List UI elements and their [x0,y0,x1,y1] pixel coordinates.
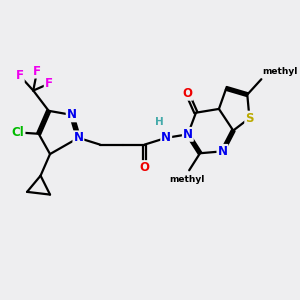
Text: N: N [74,131,83,144]
Text: N: N [67,108,76,122]
Text: O: O [182,87,192,100]
Text: F: F [33,64,41,78]
Text: O: O [140,161,150,174]
Text: N: N [183,128,193,141]
Text: F: F [45,77,53,90]
Text: methyl: methyl [169,175,205,184]
Text: N: N [161,131,171,144]
Text: methyl: methyl [263,67,298,76]
Text: N: N [218,145,227,158]
Text: F: F [16,69,24,82]
Text: H: H [155,117,164,127]
Text: Cl: Cl [12,126,25,139]
Text: S: S [245,112,254,124]
